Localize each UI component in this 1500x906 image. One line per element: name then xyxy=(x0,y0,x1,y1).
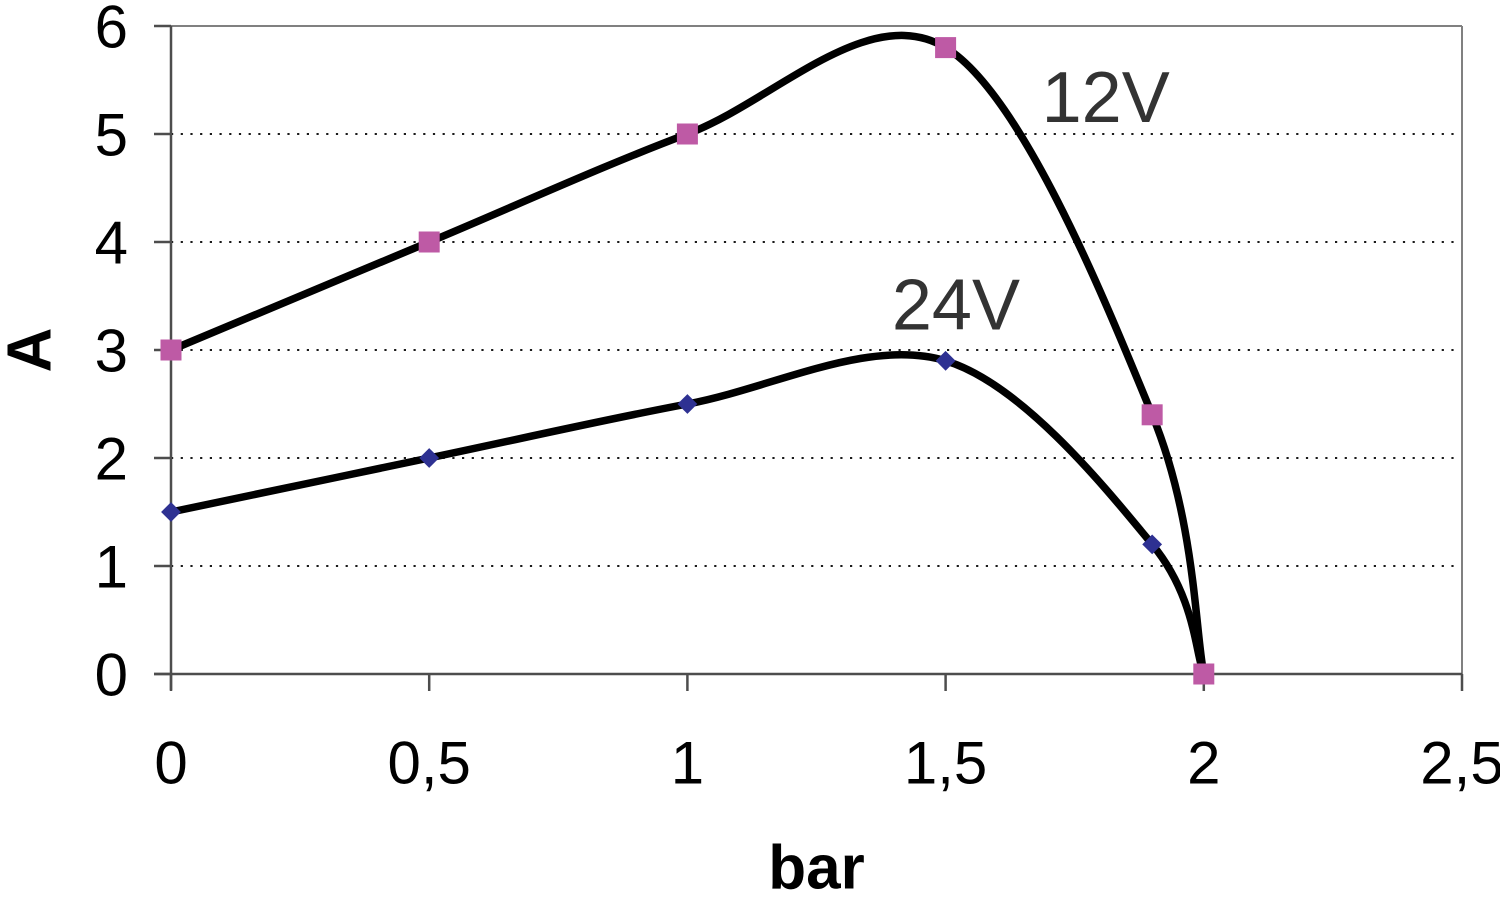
marker-diamond-24v-3 xyxy=(935,350,956,371)
marker-square-12v-0 xyxy=(160,339,182,361)
series-label-12v: 12V xyxy=(1042,58,1170,138)
y-tick-label-1: 1 xyxy=(95,534,128,601)
y-tick-label-0: 0 xyxy=(95,642,128,709)
x-axis-title: bar xyxy=(768,833,864,902)
x-tick-label-2: 1 xyxy=(671,730,704,797)
y-tick-label-2: 2 xyxy=(95,426,128,493)
x-tick-label-5: 2,5 xyxy=(1420,730,1500,797)
marker-square-12v-1 xyxy=(418,231,440,253)
y-tick-label-5: 5 xyxy=(95,102,128,169)
series-line-12v xyxy=(167,31,1208,678)
marker-square-12v-5 xyxy=(1193,663,1215,685)
y-axis-title: A xyxy=(0,328,64,373)
marker-diamond-24v-2 xyxy=(677,394,698,414)
y-tick-label-3: 3 xyxy=(95,318,128,385)
marker-diamond-24v-4 xyxy=(1142,534,1163,555)
marker-square-12v-2 xyxy=(676,123,698,145)
y-tick-label-4: 4 xyxy=(95,210,128,277)
marker-square-12v-3 xyxy=(935,37,957,59)
marker-diamond-24v-1 xyxy=(419,448,440,468)
x-tick-label-1: 0,5 xyxy=(387,730,470,797)
x-tick-label-3: 1,5 xyxy=(904,730,987,797)
x-tick-label-4: 2 xyxy=(1187,730,1220,797)
marker-square-12v-4 xyxy=(1141,404,1163,426)
x-tick-label-0: 0 xyxy=(154,730,187,797)
series-label-24v: 24V xyxy=(892,265,1020,345)
y-tick-label-6: 6 xyxy=(95,0,128,61)
